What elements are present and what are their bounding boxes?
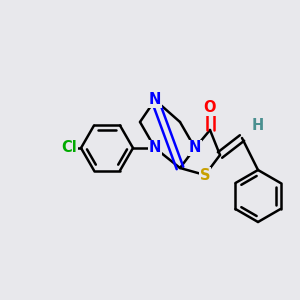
Text: N: N [149,92,161,107]
Text: S: S [200,167,210,182]
Text: N: N [189,140,201,155]
Text: O: O [204,100,216,116]
Text: Cl: Cl [61,140,77,155]
Text: H: H [252,118,264,133]
Text: N: N [149,140,161,155]
